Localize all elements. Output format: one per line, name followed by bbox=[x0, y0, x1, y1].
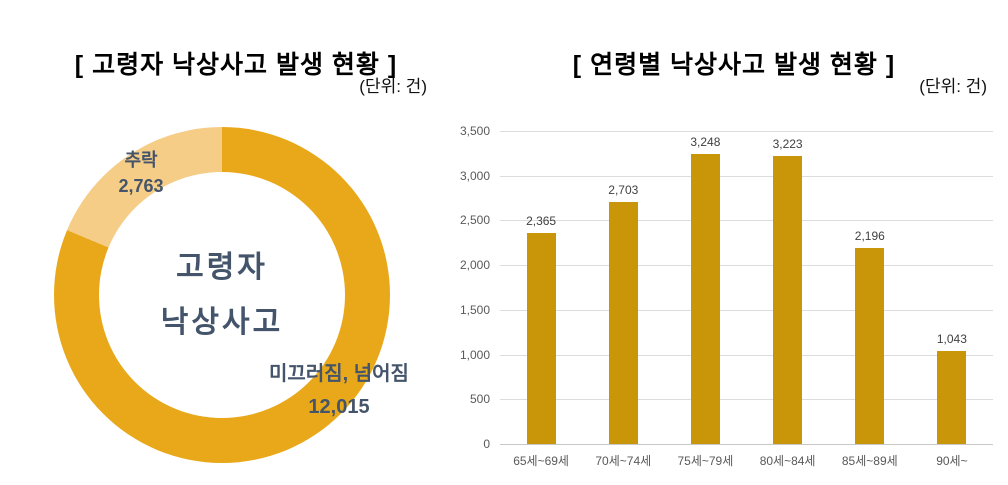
gridline bbox=[500, 309, 993, 311]
donut-unit-label: (단위: 건) bbox=[359, 77, 427, 96]
x-axis-label: 80세~84세 bbox=[759, 454, 816, 468]
bar bbox=[937, 350, 967, 444]
bar-value-label: 2,365 bbox=[526, 213, 557, 228]
y-axis-tick-label: 3,000 bbox=[459, 168, 490, 183]
donut-slice-label-minor: 추락 2,763 bbox=[91, 147, 191, 199]
donut-ring bbox=[54, 127, 390, 463]
slice-major-name: 미끄러짐, 넘어짐 bbox=[269, 363, 409, 385]
bar bbox=[855, 247, 885, 444]
donut-hole bbox=[99, 172, 345, 418]
donut-slice-label-major: 미끄러짐, 넘어짐 12,015 bbox=[189, 358, 489, 424]
x-axis-label: 70세~74세 bbox=[595, 454, 652, 468]
bar bbox=[608, 202, 638, 444]
gridline bbox=[500, 265, 993, 267]
bar-chart-title: [ 연령별 낙상사고 발생 현황 ] bbox=[572, 50, 896, 79]
y-axis-tick-label: 1,500 bbox=[459, 302, 490, 317]
slice-minor-name: 추락 bbox=[124, 150, 158, 170]
y-axis-tick-label: 0 bbox=[483, 437, 490, 451]
slice-minor-value: 2,763 bbox=[118, 176, 164, 196]
donut-center-line-1: 고령자 bbox=[176, 251, 268, 284]
gridline bbox=[500, 220, 993, 222]
gridline bbox=[500, 175, 993, 177]
bar-value-label: 1,043 bbox=[936, 331, 967, 346]
donut-center-label: 고령자 낙상사고 bbox=[72, 240, 372, 350]
slice-major-value: 12,015 bbox=[308, 396, 370, 418]
gridline bbox=[500, 354, 993, 356]
bar-value-label: 2,703 bbox=[608, 183, 639, 198]
x-axis-label: 75세~79세 bbox=[677, 454, 734, 468]
y-axis-tick-label: 3,500 bbox=[459, 124, 490, 138]
y-axis-tick-label: 1,000 bbox=[459, 347, 490, 362]
y-axis-tick-label: 500 bbox=[469, 392, 490, 407]
donut-chart-title: [ 고령자 낙상사고 발생 현황 ] bbox=[74, 50, 398, 79]
bar-value-label: 3,248 bbox=[690, 134, 721, 149]
x-axis-label: 90세~ bbox=[936, 454, 968, 468]
y-axis-tick-label: 2,000 bbox=[459, 258, 490, 273]
bar-value-label: 3,223 bbox=[772, 136, 803, 151]
bar bbox=[690, 153, 720, 444]
bar-unit-label: (단위: 건) bbox=[919, 77, 987, 96]
gridline bbox=[500, 399, 993, 401]
bar bbox=[526, 232, 556, 444]
x-axis-baseline bbox=[500, 444, 993, 445]
x-axis-label: 65세~69세 bbox=[513, 454, 569, 468]
gridline bbox=[500, 131, 993, 132]
bar bbox=[773, 155, 803, 444]
donut-center-line-2: 낙상사고 bbox=[160, 306, 284, 339]
y-axis-tick-label: 2,500 bbox=[459, 213, 490, 228]
bar-value-label: 2,196 bbox=[854, 228, 885, 243]
x-axis-label: 85세~89세 bbox=[841, 454, 898, 468]
